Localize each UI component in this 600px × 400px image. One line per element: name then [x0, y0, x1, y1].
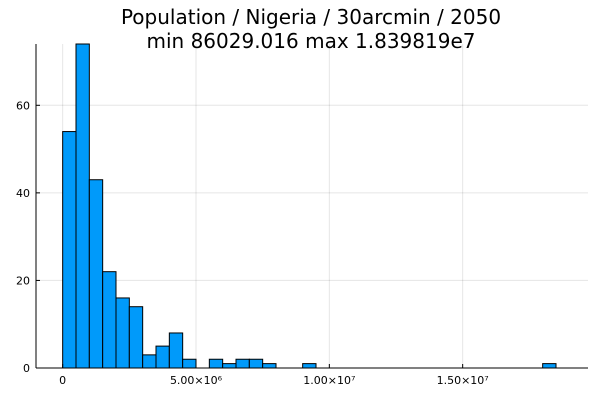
- histogram-bar-6: [142, 354, 157, 369]
- y-tick-label-2: 40: [16, 187, 30, 200]
- histogram-bar-15: [262, 363, 277, 369]
- chart-title-line-2: min 86029.016 max 1.839819e7: [147, 29, 476, 53]
- histogram-bars: [62, 43, 557, 369]
- histogram-bar-16: [302, 363, 317, 369]
- histogram-bar-14: [248, 358, 264, 369]
- y-tick-label-0: 0: [23, 362, 30, 375]
- histogram-bar-11: [208, 358, 224, 369]
- x-tick-label-1: 5.00×10⁶: [170, 374, 223, 387]
- histogram-bar-13: [235, 358, 250, 369]
- histogram-bar-1: [75, 43, 90, 369]
- x-tick-label-2: 1.00×10⁷: [303, 374, 355, 387]
- chart-title-line-1: Population / Nigeria / 30arcmin / 2050: [121, 5, 501, 29]
- tick-labels: 0 5.00×10⁶ 1.00×10⁷ 1.50×10⁷ 0 20 40 60: [16, 99, 489, 387]
- histogram-bar-8: [168, 332, 184, 369]
- histogram-bar-4: [115, 297, 130, 369]
- axes: [35, 44, 588, 369]
- histogram-bar-5: [128, 306, 144, 369]
- histogram-bar-2: [88, 179, 104, 369]
- histogram-bar-7: [155, 345, 170, 369]
- histogram-bar-9: [182, 358, 197, 369]
- histogram-bar-3: [102, 271, 117, 369]
- y-tick-label-3: 60: [16, 99, 30, 112]
- histogram-bar-0: [62, 131, 77, 369]
- histogram-bar-17: [542, 363, 557, 369]
- x-tick-label-3: 1.50×10⁷: [437, 374, 489, 387]
- y-tick-label-1: 20: [16, 274, 30, 287]
- histogram-bar-12: [222, 363, 237, 369]
- x-tick-label-0: 0: [59, 374, 66, 387]
- grid-lines: [36, 44, 588, 369]
